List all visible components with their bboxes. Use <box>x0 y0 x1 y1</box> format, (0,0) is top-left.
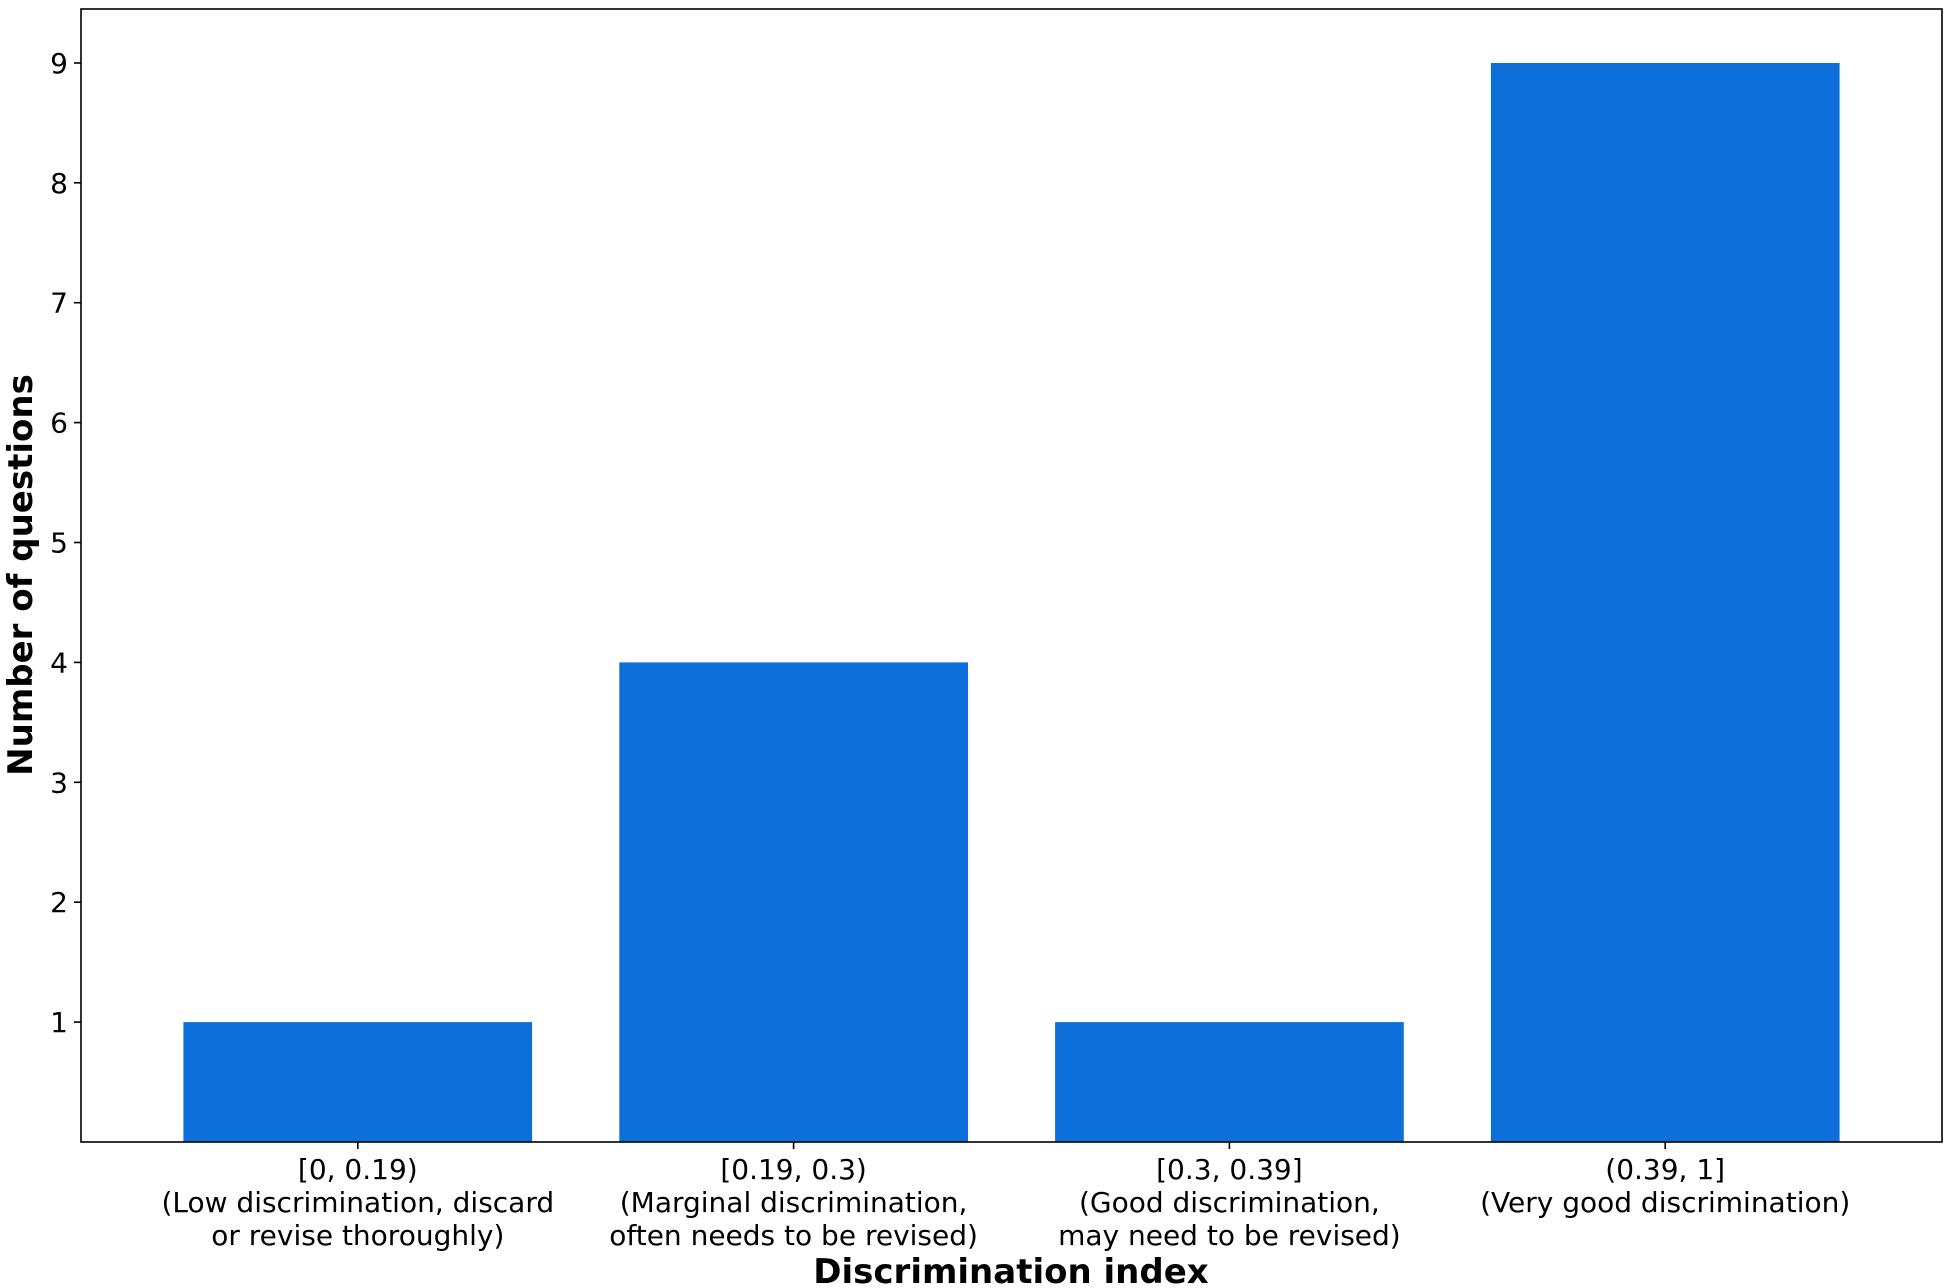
bar-0 <box>183 1022 533 1142</box>
x-tick-label-0: [0, 0.19) (Low discrimination, discard or … <box>161 1153 554 1252</box>
x-axis-title: Discrimination index <box>813 1252 1208 1288</box>
x-tick-label-1: [0.19, 0.3) (Marginal discrimination, ofte… <box>609 1153 978 1252</box>
y-axis-title: Number of questions <box>1 374 41 776</box>
x-tick-label-line: [0.19, 0.3) <box>720 1153 867 1186</box>
bars-layer <box>183 63 1840 1142</box>
x-tick-label-line: (Low discrimination, discard <box>161 1186 554 1219</box>
y-tick-label: 4 <box>50 646 68 679</box>
y-axis: 1 2 3 4 5 6 7 8 9 <box>50 47 81 1039</box>
x-tick-label-line: (0.39, 1] <box>1605 1153 1725 1186</box>
x-tick-label-line: (Very good discrimination) <box>1480 1186 1850 1219</box>
bar-3 <box>1490 63 1840 1142</box>
y-tick-label: 8 <box>50 167 68 200</box>
plot-frame <box>80 8 1943 1143</box>
y-tick-label: 3 <box>50 766 68 799</box>
x-tick-label-line: [0.3, 0.39] <box>1156 1153 1303 1186</box>
y-tick-label: 2 <box>50 886 68 919</box>
y-tick-label: 1 <box>50 1006 68 1039</box>
y-tick-label: 7 <box>50 287 68 320</box>
x-tick-label-line: (Marginal discrimination, <box>620 1186 968 1219</box>
bar-1 <box>619 662 968 1142</box>
bar-2 <box>1055 1022 1404 1142</box>
x-tick-label-line: often needs to be revised) <box>609 1219 978 1252</box>
y-tick-label: 5 <box>50 527 68 560</box>
y-tick-label: 6 <box>50 407 68 440</box>
x-tick-label-line: may need to be revised) <box>1058 1219 1401 1252</box>
x-tick-label-line: or revise thoroughly) <box>211 1219 504 1252</box>
x-tick-label-line: [0, 0.19) <box>298 1153 418 1186</box>
x-tick-label-2: [0.3, 0.39] (Good discrimination, may need… <box>1058 1153 1401 1252</box>
x-tick-label-line: (Good discrimination, <box>1079 1186 1380 1219</box>
x-tick-label-3: (0.39, 1] (Very good discrimination) <box>1480 1153 1850 1219</box>
x-axis: [0, 0.19) (Low discrimination, discard or … <box>161 1142 1850 1252</box>
y-tick-label: 9 <box>50 47 68 80</box>
